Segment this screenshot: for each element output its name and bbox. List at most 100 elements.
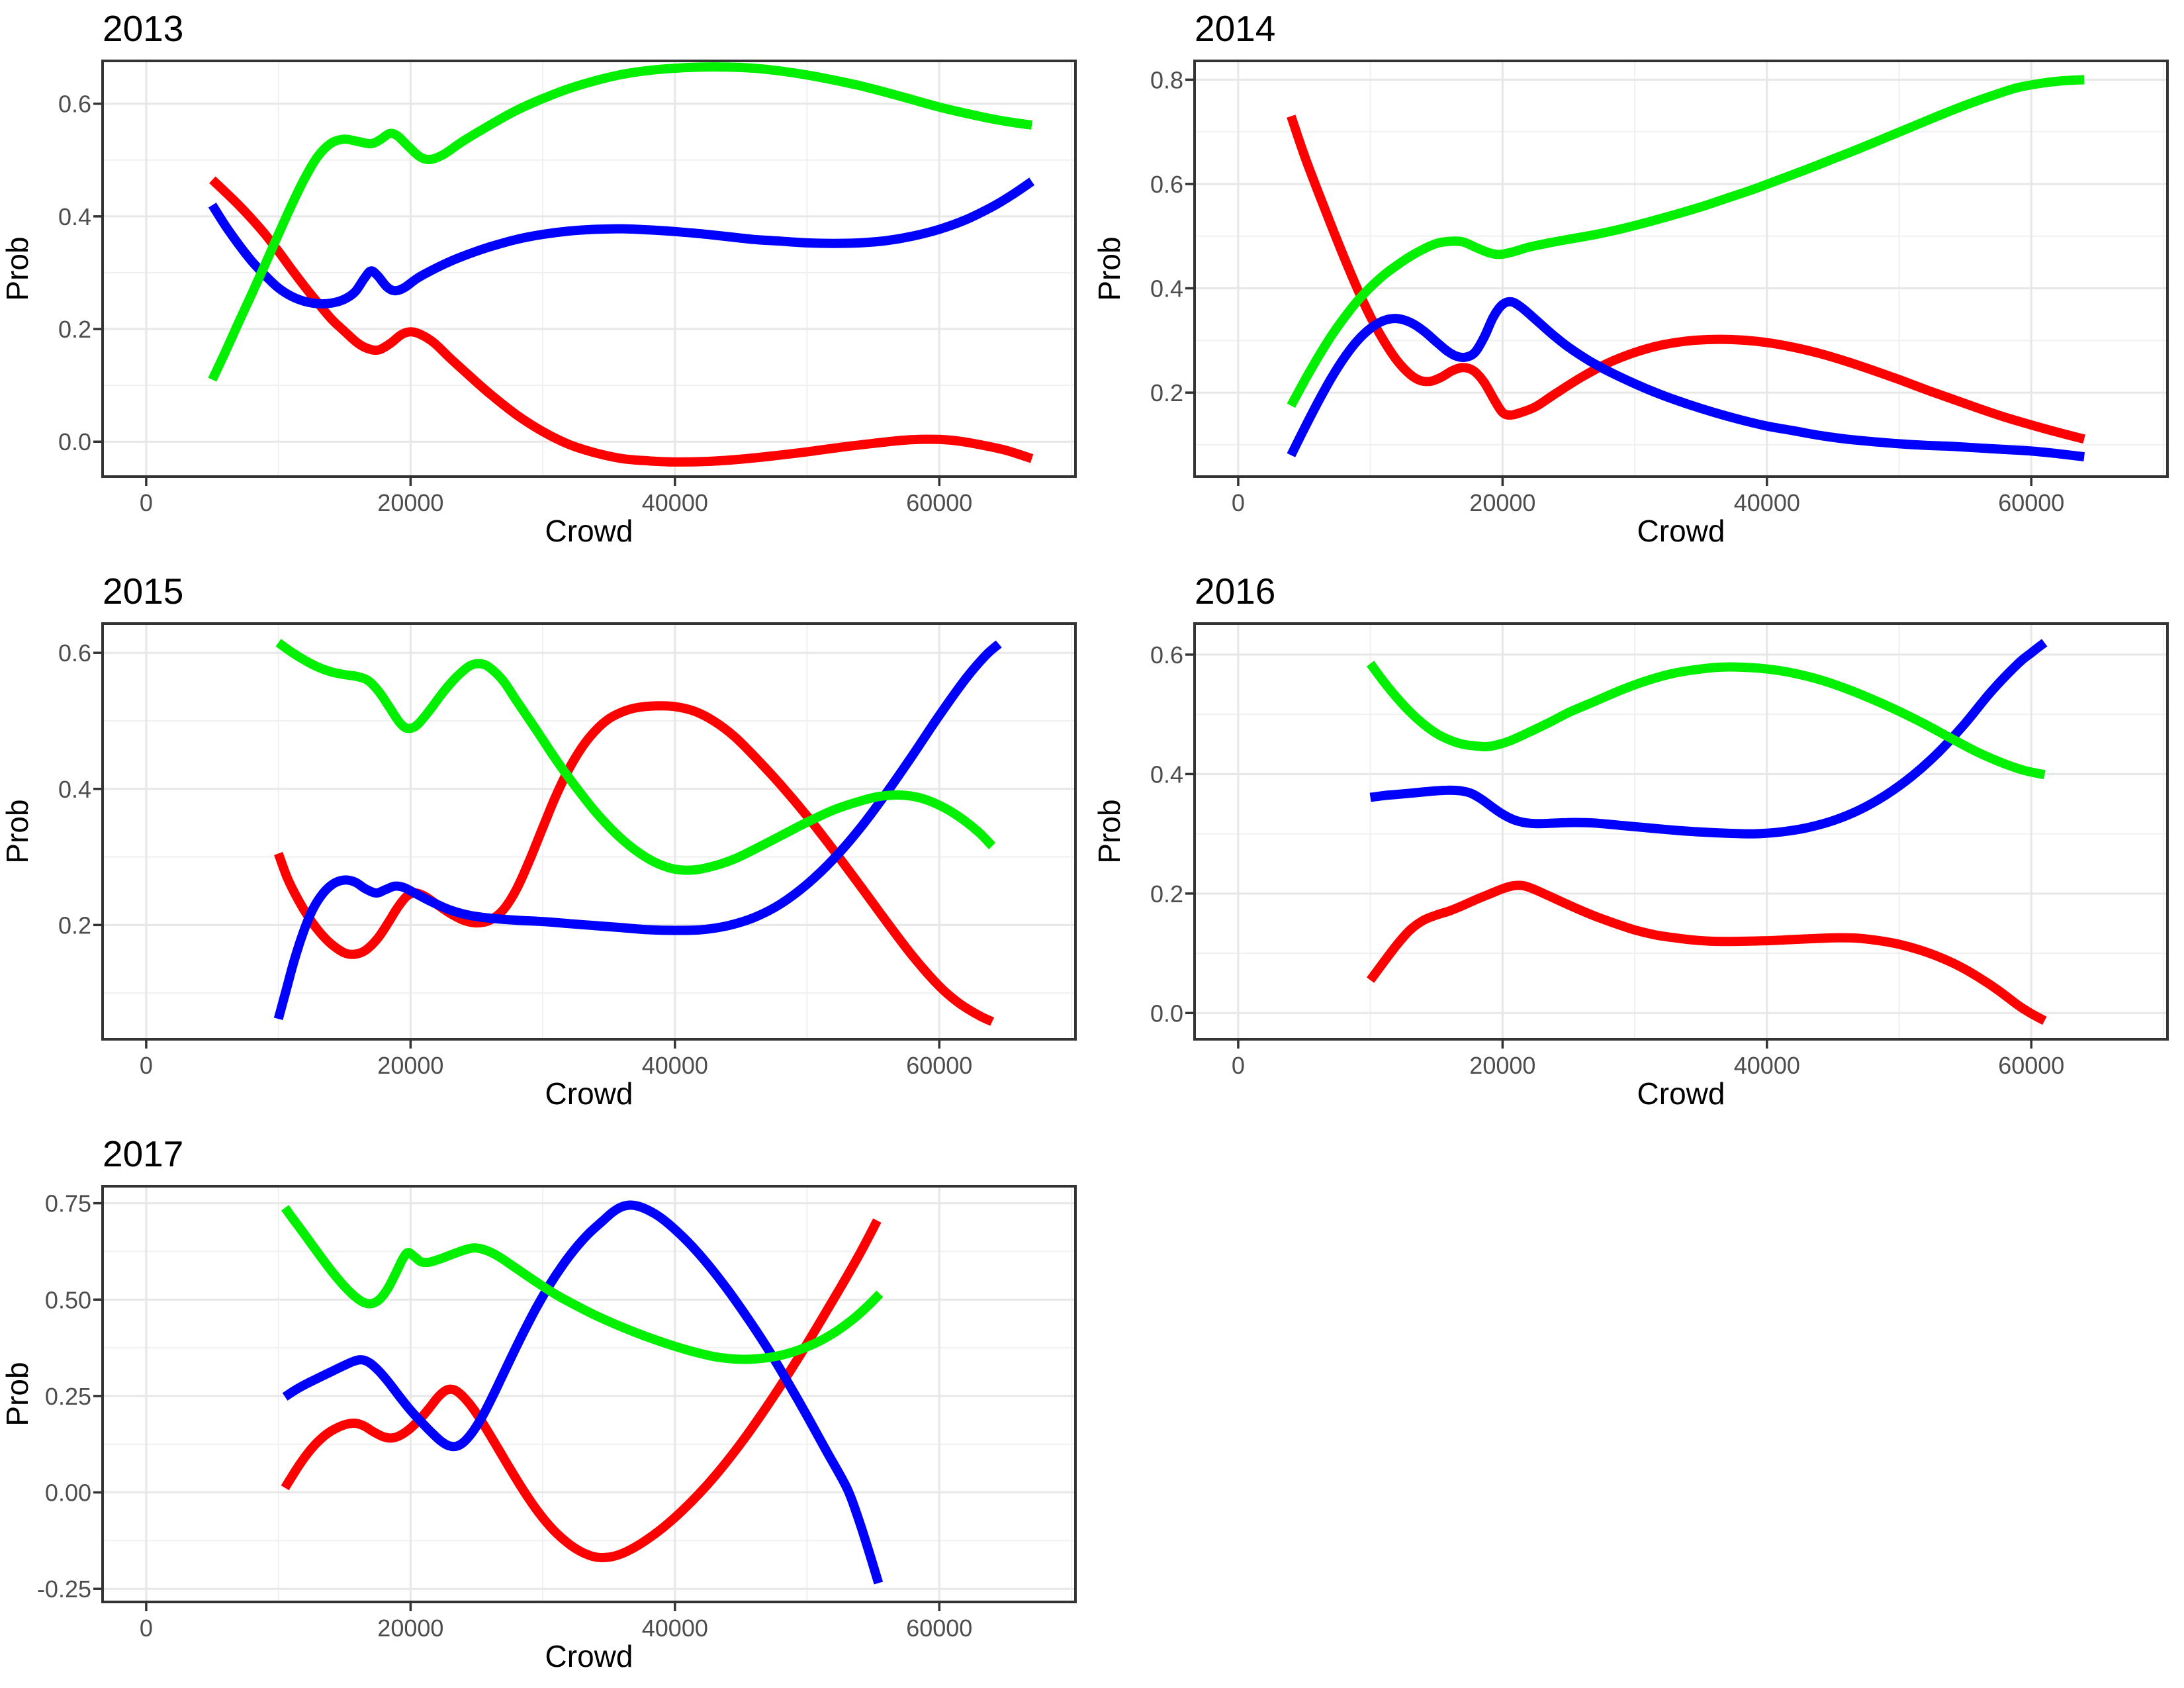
y-tick-label: 0.0 <box>1150 1000 1183 1027</box>
green-line <box>208 62 1033 382</box>
x-axis: 0 20000 40000 60000 <box>1232 478 2064 516</box>
red-line <box>274 701 995 1026</box>
y-axis: 0.0 0.2 0.4 0.6 <box>1150 641 1193 1027</box>
x-tick-label: 0 <box>140 1052 153 1079</box>
x-tick-label: 0 <box>1232 489 1245 516</box>
green-line <box>275 639 996 875</box>
y-tick-label: 0.4 <box>58 203 91 230</box>
x-tick-label: 20000 <box>377 1615 443 1642</box>
series-group <box>281 1200 884 1585</box>
red-line <box>1367 880 2047 1025</box>
panel-border <box>1193 622 2169 1041</box>
chart-title: 2013 <box>103 8 183 49</box>
panel-background <box>103 1186 1075 1602</box>
chart-title: 2015 <box>103 571 183 612</box>
x-axis-title: Crowd <box>545 1639 633 1673</box>
green-line <box>1287 75 2085 408</box>
series-group <box>1366 639 2048 1025</box>
green-line <box>1366 661 2046 780</box>
y-axis-title: Prob <box>1092 236 1126 301</box>
chart-title: 2014 <box>1195 8 1275 49</box>
blue-line <box>208 177 1035 308</box>
y-axis-title: Prob <box>0 799 34 863</box>
chart-2016: 0 20000 40000 60000 0.0 0.2 0.4 0.6 2016 Crowd Pro… <box>1092 571 2169 1111</box>
x-tick-label: 20000 <box>1469 1052 1535 1079</box>
y-tick-label: 0.00 <box>45 1479 91 1507</box>
x-axis-title: Crowd <box>1637 1076 1725 1111</box>
x-tick-label: 0 <box>1232 1052 1245 1079</box>
chart-cell-2015: 0 20000 40000 60000 0.2 0.4 0.6 2015 Crowd Prob <box>0 563 1092 1125</box>
x-tick-label: 40000 <box>642 1615 708 1642</box>
panel-border <box>101 622 1077 1041</box>
x-tick-label: 40000 <box>1734 489 1800 516</box>
x-axis-title: Crowd <box>1637 514 1725 548</box>
x-axis: 0 20000 40000 60000 <box>140 478 972 516</box>
chart-cell-2014: 0 20000 40000 60000 0.2 0.4 0.6 0.8 2014 Crowd Pro… <box>1092 0 2184 563</box>
red-line <box>209 176 1034 467</box>
blue-line <box>273 640 1002 1021</box>
x-tick-label: 60000 <box>906 1052 972 1079</box>
x-tick-label: 0 <box>140 1615 153 1642</box>
x-tick-label: 20000 <box>377 489 443 516</box>
chart-cell-2013: 0 20000 40000 60000 0.0 0.2 0.4 0.6 2013 Crowd Pro… <box>0 0 1092 563</box>
grid-minor <box>1195 624 2167 1039</box>
series-group <box>208 62 1035 467</box>
red-line <box>281 1218 882 1563</box>
panel-background <box>103 624 1075 1039</box>
grid-major <box>1195 624 2167 1039</box>
x-tick-label: 60000 <box>906 1615 972 1642</box>
y-tick-label: 0.25 <box>45 1383 91 1410</box>
y-axis: 0.0 0.2 0.4 0.6 <box>58 91 101 455</box>
chart-title: 2017 <box>103 1133 183 1174</box>
x-tick-label: 0 <box>140 489 153 516</box>
x-axis-title: Crowd <box>545 1076 633 1111</box>
red-line <box>1287 115 2085 444</box>
empty-cell <box>1092 1125 2184 1688</box>
x-tick-label: 20000 <box>377 1052 443 1079</box>
x-tick-label: 40000 <box>1734 1052 1800 1079</box>
panel-background <box>1195 61 2167 477</box>
y-axis: -0.25 0.00 0.25 0.50 0.75 <box>37 1190 101 1603</box>
y-tick-label: -0.25 <box>37 1575 91 1603</box>
panel-background <box>103 61 1075 477</box>
y-tick-label: 0.2 <box>58 316 91 343</box>
chart-2015: 0 20000 40000 60000 0.2 0.4 0.6 2015 Crowd Prob <box>0 571 1077 1111</box>
y-tick-label: 0.2 <box>1150 379 1183 406</box>
y-tick-label: 0.6 <box>58 91 91 118</box>
series-group <box>273 639 1002 1026</box>
y-axis-title: Prob <box>1092 799 1126 863</box>
x-tick-label: 40000 <box>642 489 708 516</box>
x-tick-label: 60000 <box>1998 1052 2064 1079</box>
y-tick-label: 0.4 <box>58 776 91 803</box>
chart-2013: 0 20000 40000 60000 0.0 0.2 0.4 0.6 2013 Crowd Pro… <box>0 8 1077 548</box>
green-line <box>281 1205 884 1364</box>
y-axis: 0.2 0.4 0.6 0.8 <box>1150 66 1193 406</box>
y-tick-label: 0.4 <box>1150 761 1183 788</box>
x-axis: 0 20000 40000 60000 <box>140 1041 972 1079</box>
y-tick-label: 0.4 <box>1150 275 1183 303</box>
x-axis-title: Crowd <box>545 514 633 548</box>
x-tick-label: 20000 <box>1469 489 1535 516</box>
y-tick-label: 0.6 <box>58 639 91 667</box>
y-tick-label: 0.2 <box>1150 880 1183 908</box>
panel-border <box>101 1185 1077 1603</box>
y-tick-label: 0.75 <box>45 1190 91 1217</box>
y-axis-title: Prob <box>0 236 34 301</box>
blue-line <box>1369 639 2048 839</box>
y-tick-label: 0.6 <box>1150 641 1183 669</box>
chart-2014: 0 20000 40000 60000 0.2 0.4 0.6 0.8 2014 Crowd Pro… <box>1092 8 2169 548</box>
grid-minor <box>103 1186 1075 1602</box>
panel-border <box>1193 60 2169 478</box>
series-group <box>1287 75 2085 462</box>
chart-cell-2016: 0 20000 40000 60000 0.0 0.2 0.4 0.6 2016 Crowd Pro… <box>1092 563 2184 1125</box>
blue-line <box>282 1200 884 1585</box>
x-tick-label: 60000 <box>906 489 972 516</box>
y-axis-title: Prob <box>0 1362 34 1426</box>
blue-line <box>1287 297 2085 462</box>
y-tick-label: 0.50 <box>45 1286 91 1313</box>
panel-border <box>101 60 1077 478</box>
y-tick-label: 0.2 <box>58 912 91 939</box>
chart-cell-2017: 0 20000 40000 60000 -0.25 0.00 0.25 0.50 0.75 201… <box>0 1125 1092 1688</box>
y-axis: 0.2 0.4 0.6 <box>58 639 101 939</box>
